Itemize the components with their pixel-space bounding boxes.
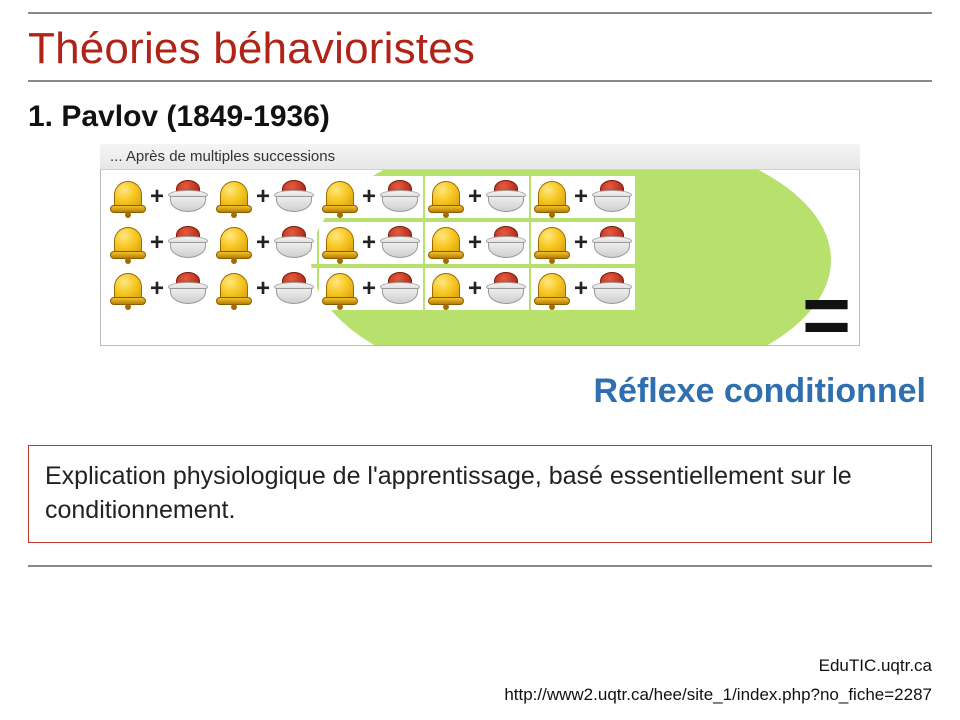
bell-bowl-pair: + [319, 176, 423, 218]
reflex-label: Réflexe conditionnel [28, 372, 926, 411]
footer-url: http://www2.uqtr.ca/hee/site_1/index.php… [504, 681, 932, 710]
slide-title: Théories béhavioristes [28, 24, 932, 74]
bell-bowl-pair: + [213, 268, 317, 310]
bell-icon [110, 223, 146, 263]
section-heading: 1. Pavlov (1849-1936) [28, 100, 932, 134]
plus-icon: + [148, 183, 166, 211]
food-bowl-icon [274, 226, 314, 260]
bell-bowl-pair: + [107, 176, 211, 218]
bell-bowl-pair: + [319, 268, 423, 310]
food-bowl-icon [592, 272, 632, 306]
food-bowl-icon [380, 272, 420, 306]
food-bowl-icon [592, 226, 632, 260]
pair-row: + + + + + [107, 176, 769, 218]
plus-icon: + [254, 275, 272, 303]
bell-icon [534, 269, 570, 309]
food-bowl-icon [168, 180, 208, 214]
explanation-box: Explication physiologique de l'apprentis… [28, 445, 932, 543]
bell-bowl-pair: + [319, 222, 423, 264]
bell-bowl-pair: + [531, 268, 635, 310]
plus-icon: + [572, 275, 590, 303]
bell-icon [534, 223, 570, 263]
bell-icon [428, 177, 464, 217]
food-bowl-icon [274, 180, 314, 214]
plus-icon: + [572, 229, 590, 257]
bell-bowl-pair: + [425, 222, 529, 264]
bell-icon [428, 223, 464, 263]
plus-icon: + [148, 275, 166, 303]
plus-icon: + [254, 183, 272, 211]
bell-icon [110, 269, 146, 309]
equals-sign: = [802, 286, 851, 345]
bell-bowl-pair: + [107, 222, 211, 264]
diagram-body: + + + + + + + + + + + + + + + = [100, 170, 860, 346]
pair-row: + + + + + [107, 222, 769, 264]
food-bowl-icon [168, 272, 208, 306]
bell-bowl-pair: + [531, 222, 635, 264]
plus-icon: + [254, 229, 272, 257]
food-bowl-icon [380, 226, 420, 260]
diagram-caption: ... Après de multiples successions [100, 144, 860, 170]
bell-icon [110, 177, 146, 217]
footer: EduTIC.uqtr.ca http://www2.uqtr.ca/hee/s… [504, 652, 932, 710]
food-bowl-icon [168, 226, 208, 260]
food-bowl-icon [592, 180, 632, 214]
plus-icon: + [360, 275, 378, 303]
footer-site: EduTIC.uqtr.ca [504, 652, 932, 681]
bell-icon [216, 177, 252, 217]
plus-icon: + [360, 183, 378, 211]
food-bowl-icon [486, 180, 526, 214]
food-bowl-icon [486, 226, 526, 260]
pavlov-diagram: ... Après de multiples successions +++++… [100, 144, 860, 346]
bell-icon [322, 177, 358, 217]
food-bowl-icon [274, 272, 314, 306]
plus-icon: + [572, 183, 590, 211]
bell-icon [322, 269, 358, 309]
bell-bowl-pair: + [213, 176, 317, 218]
plus-icon: + [466, 275, 484, 303]
bell-bowl-pair: + [425, 268, 529, 310]
plus-icon: + [148, 229, 166, 257]
food-bowl-icon [486, 272, 526, 306]
bell-icon [322, 223, 358, 263]
title-wrap: Théories béhavioristes [28, 14, 932, 82]
pair-row: + + + + + [107, 268, 769, 310]
bell-icon [534, 177, 570, 217]
bell-icon [216, 223, 252, 263]
bell-bowl-pair: + [107, 268, 211, 310]
pair-rows: + + + + + + + + + + + + + + + [107, 176, 769, 310]
plus-icon: + [466, 183, 484, 211]
bell-bowl-pair: + [425, 176, 529, 218]
food-bowl-icon [380, 180, 420, 214]
plus-icon: + [466, 229, 484, 257]
bell-bowl-pair: + [213, 222, 317, 264]
bell-icon [216, 269, 252, 309]
bell-icon [428, 269, 464, 309]
bottom-rule [28, 565, 932, 567]
plus-icon: + [360, 229, 378, 257]
bell-bowl-pair: + [531, 176, 635, 218]
